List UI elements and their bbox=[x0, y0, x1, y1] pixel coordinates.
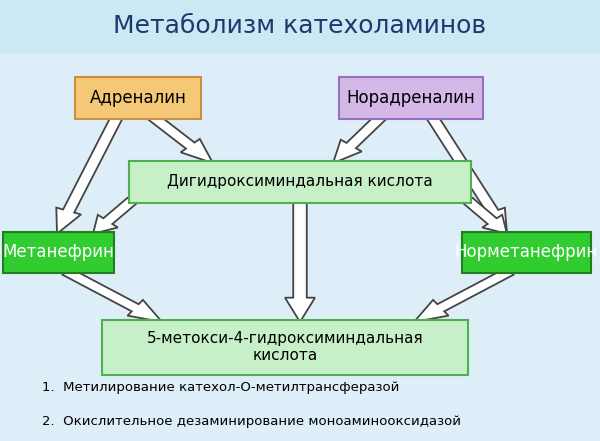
FancyBboxPatch shape bbox=[129, 161, 471, 203]
Bar bbox=[0, 0, 600, 53]
Polygon shape bbox=[333, 114, 386, 163]
Polygon shape bbox=[414, 268, 514, 322]
Polygon shape bbox=[427, 115, 507, 234]
Text: Метаболизм катехоламинов: Метаболизм катехоламинов bbox=[113, 14, 487, 37]
Text: Метанефрин: Метанефрин bbox=[2, 243, 115, 262]
Text: Норметанефрин: Норметанефрин bbox=[455, 243, 598, 262]
FancyBboxPatch shape bbox=[102, 320, 468, 375]
Text: 2.  Окислительное дезаминирование моноаминооксидазой: 2. Окислительное дезаминирование моноами… bbox=[42, 415, 461, 427]
FancyBboxPatch shape bbox=[462, 232, 591, 273]
Polygon shape bbox=[62, 268, 162, 322]
FancyBboxPatch shape bbox=[339, 77, 483, 119]
Polygon shape bbox=[149, 114, 213, 163]
Polygon shape bbox=[93, 198, 136, 234]
Polygon shape bbox=[285, 201, 315, 322]
Polygon shape bbox=[464, 198, 507, 234]
Text: 5-метокси-4-гидроксиминдальная
кислота: 5-метокси-4-гидроксиминдальная кислота bbox=[146, 331, 424, 363]
Text: 1.  Метилирование катехол-О-метилтрансферазой: 1. Метилирование катехол-О-метилтрансфер… bbox=[42, 381, 400, 394]
Polygon shape bbox=[56, 116, 122, 234]
FancyBboxPatch shape bbox=[75, 77, 201, 119]
Text: Норадреналин: Норадреналин bbox=[347, 89, 475, 107]
Text: Адреналин: Адреналин bbox=[89, 89, 187, 107]
Text: Дигидроксиминдальная кислота: Дигидроксиминдальная кислота bbox=[167, 174, 433, 190]
FancyBboxPatch shape bbox=[3, 232, 114, 273]
